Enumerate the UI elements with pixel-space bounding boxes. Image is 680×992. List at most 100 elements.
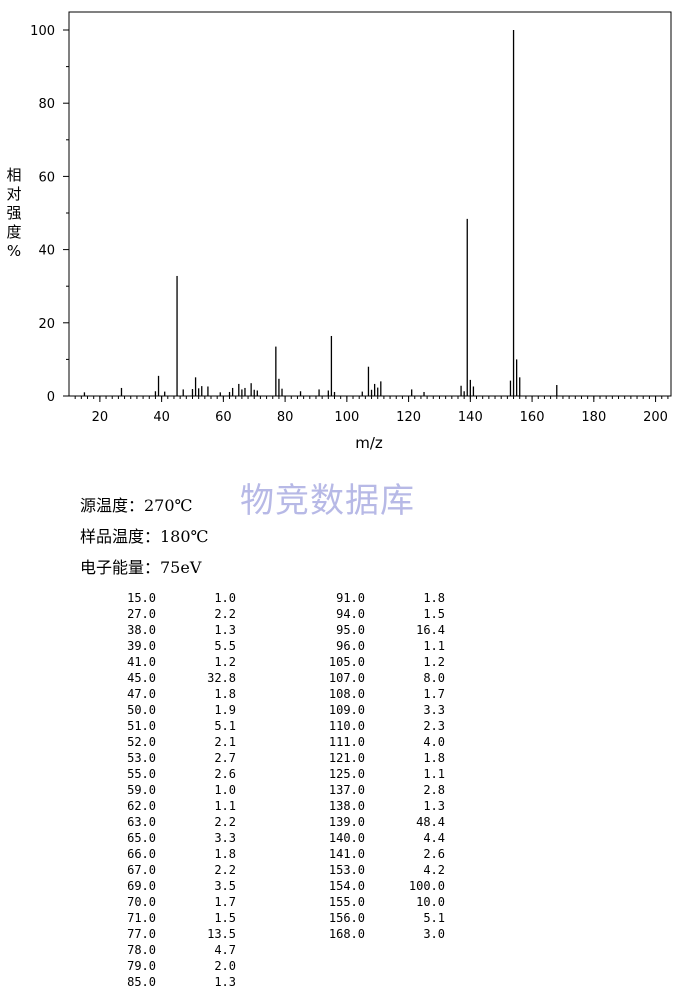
mz-value: 59.0 [127,783,156,797]
table-row: 47.0 1.8 [80,686,236,702]
mz-value: 140.0 [328,831,365,845]
plot-frame [68,11,672,397]
relative-intensity-value: 48.4 [416,815,445,829]
relative-intensity-value: 1.7 [214,895,236,909]
mz-value: 41.0 [127,655,156,669]
mz-value: 51.0 [127,719,156,733]
major-ticks [63,29,657,402]
mz-value: 79.0 [127,959,156,973]
table-row: 111.0 4.0 [289,734,445,750]
relative-intensity-value: 13.5 [207,927,236,941]
mz-value: 15.0 [127,591,156,605]
y-tick-label: 40 [38,244,55,259]
relative-intensity-value: 2.2 [214,815,236,829]
relative-intensity-value: 32.8 [207,671,236,685]
relative-intensity-value: 5.1 [423,911,445,925]
relative-intensity-value: 1.8 [423,591,445,605]
table-row: 155.0 10.0 [289,894,445,910]
mz-value: 125.0 [328,767,365,781]
mz-value: 85.0 [127,975,156,989]
relative-intensity-value: 100.0 [408,879,445,893]
relative-intensity-value: 4.2 [423,863,445,877]
mz-value: 121.0 [328,751,365,765]
relative-intensity-value: 1.0 [214,591,236,605]
mass-spectrum-chart: 20 40 60 80 100 120 140 160 180 200 020406080100 … [30,11,672,452]
relative-intensity-value: 1.8 [214,847,236,861]
table-row: 65.0 3.3 [80,830,236,846]
table-row: 63.0 2.2 [80,814,236,830]
table-row: 59.0 1.0 [80,782,236,798]
table-row: 141.0 2.6 [289,846,445,862]
relative-intensity-value: 8.0 [423,671,445,685]
mz-value: 110.0 [328,719,365,733]
relative-intensity-value: 2.7 [214,751,236,765]
x-tick-label: 140 [458,410,483,425]
table-row: 38.0 1.3 [80,622,236,638]
table-row: 139.0 48.4 [289,814,445,830]
mz-value: 153.0 [328,863,365,877]
mz-value: 139.0 [328,815,365,829]
mz-value: 155.0 [328,895,365,909]
mz-value: 27.0 [127,607,156,621]
relative-intensity-value: 3.3 [423,703,445,717]
table-row: 66.0 1.8 [80,846,236,862]
table-row: 78.0 4.7 [80,942,236,958]
table-row: 154.0 100.0 [289,878,445,894]
relative-intensity-value: 2.3 [423,719,445,733]
y-tick-label: 60 [38,170,55,185]
table-row: 79.0 2.0 [80,958,236,974]
mz-value: 77.0 [127,927,156,941]
x-tick-label: 180 [581,410,606,425]
relative-intensity-value: 1.8 [423,751,445,765]
relative-intensity-value: 2.1 [214,735,236,749]
relative-intensity-value: 2.6 [423,847,445,861]
relative-intensity-value: 10.0 [416,895,445,909]
table-row: 137.0 2.8 [289,782,445,798]
table-row: 15.0 1.0 [80,590,236,606]
x-tick-label: 160 [520,410,545,425]
relative-intensity-value: 2.2 [214,863,236,877]
relative-intensity-value: 1.9 [214,703,236,717]
mz-value: 63.0 [127,815,156,829]
relative-intensity-value: 1.1 [214,799,236,813]
y-tick-labels: 0 20 40 60 80 100 [30,24,55,405]
x-tick-label: 120 [396,410,421,425]
table-row: 108.0 1.7 [289,686,445,702]
relative-intensity-value: 16.4 [416,623,445,637]
relative-intensity-value: 1.2 [214,655,236,669]
y-tick-label: 100 [30,24,55,39]
x-tick-label: 20 [92,410,109,425]
table-row: 70.0 1.7 [80,894,236,910]
relative-intensity-value: 1.1 [423,639,445,653]
mz-value: 67.0 [127,863,156,877]
y-tick-label: 20 [38,317,55,332]
y-axis-title-char: 相 [6,166,22,184]
x-tick-label: 200 [643,410,668,425]
relative-intensity-value: 5.1 [214,719,236,733]
mz-value: 94.0 [336,607,365,621]
relative-intensity-value: 2.6 [214,767,236,781]
x-tick-label: 80 [277,410,294,425]
mz-value: 108.0 [328,687,365,701]
source-temperature: 源温度：270℃ [80,496,193,515]
y-axis-title-char: 度 [6,223,22,241]
table-row: 109.0 3.3 [289,702,445,718]
mz-value: 138.0 [328,799,365,813]
table-row: 27.0 2.2 [80,606,236,622]
relative-intensity-value: 1.7 [423,687,445,701]
table-row: 105.0 1.2 [289,654,445,670]
table-row: 62.0 1.1 [80,798,236,814]
table-row: 153.0 4.2 [289,862,445,878]
relative-intensity-value: 2.0 [214,959,236,973]
relative-intensity-value: 1.5 [214,911,236,925]
table-row: 138.0 1.3 [289,798,445,814]
relative-intensity-value: 1.3 [214,975,236,989]
table-row: 45.0 32.8 [80,670,236,686]
mz-value: 107.0 [328,671,365,685]
relative-intensity-value: 1.0 [214,783,236,797]
peak-table-right: 91.0 1.8 94.0 1.5 95.0 16.4 96.0 1.1 105.0 1.2 107… [289,590,445,942]
relative-intensity-value: 4.0 [423,735,445,749]
table-row: 156.0 5.1 [289,910,445,926]
relative-intensity-value: 4.4 [423,831,445,845]
mz-value: 111.0 [328,735,365,749]
